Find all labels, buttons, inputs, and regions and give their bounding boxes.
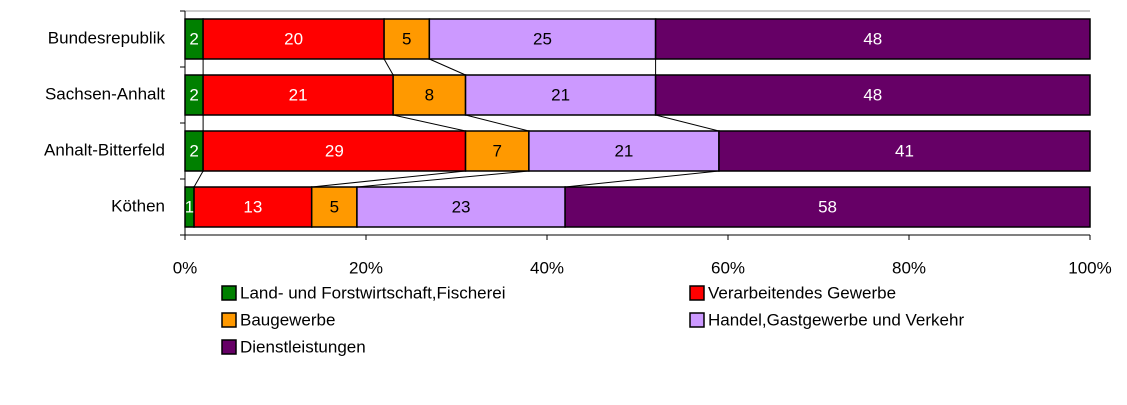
data-label: 48 xyxy=(863,29,882,48)
data-label: 2 xyxy=(189,141,198,160)
data-label: 21 xyxy=(614,141,633,160)
legend-swatch xyxy=(221,339,237,355)
y-tick-label: Sachsen-Anhalt xyxy=(45,84,165,103)
y-tick-label: Köthen xyxy=(111,196,165,215)
legend-swatch xyxy=(221,312,237,328)
legend-swatch xyxy=(689,312,705,328)
data-label: 25 xyxy=(533,29,552,48)
data-label: 41 xyxy=(895,141,914,160)
data-label: 2 xyxy=(189,85,198,104)
bar-segment xyxy=(202,130,467,172)
y-tick-label: Bundesrepublik xyxy=(48,28,166,47)
legend-label: Land- und Forstwirtschaft,Fischerei xyxy=(240,283,506,302)
bar-segment xyxy=(464,130,530,172)
data-label: 2 xyxy=(189,29,198,48)
data-label: 58 xyxy=(818,197,837,216)
data-label: 8 xyxy=(425,85,434,104)
x-tick-label: 40% xyxy=(530,258,564,277)
bar-segment xyxy=(356,186,566,228)
bar-segment xyxy=(718,130,1091,172)
series-line xyxy=(655,114,720,132)
x-tick-label: 80% xyxy=(892,258,926,277)
series-line xyxy=(465,114,530,132)
data-label: 5 xyxy=(330,197,339,216)
data-label: 5 xyxy=(402,29,411,48)
data-label: 1 xyxy=(185,197,194,216)
data-label: 13 xyxy=(243,197,262,216)
legend-label: Verarbeitendes Gewerbe xyxy=(708,283,896,302)
x-tick-label: 20% xyxy=(349,258,383,277)
legend-swatch xyxy=(221,285,237,301)
bar-segment xyxy=(564,186,1091,228)
legend-label: Handel,Gastgewerbe und Verkehr xyxy=(708,310,964,329)
bar-segment xyxy=(193,186,313,228)
series-line xyxy=(193,170,204,188)
legend-swatch xyxy=(689,285,705,301)
series-line xyxy=(383,58,394,76)
series-line xyxy=(356,170,529,188)
bar-segment xyxy=(654,18,1091,60)
series-line xyxy=(429,58,466,76)
series-line xyxy=(311,170,466,188)
bar-segment xyxy=(383,18,431,60)
data-label: 23 xyxy=(452,197,471,216)
bar-segment xyxy=(202,18,385,60)
legend-label: Baugewerbe xyxy=(240,310,335,329)
bar-segment xyxy=(392,74,467,116)
data-label: 29 xyxy=(325,141,344,160)
data-label: 20 xyxy=(284,29,303,48)
bar-segment xyxy=(654,74,1091,116)
bar-segment xyxy=(428,18,657,60)
data-label: 48 xyxy=(863,85,882,104)
data-label: 21 xyxy=(551,85,570,104)
x-tick-label: 0% xyxy=(173,258,198,277)
x-tick-label: 60% xyxy=(711,258,745,277)
bar-segment xyxy=(528,130,720,172)
bar-segment xyxy=(310,186,358,228)
legend-label: Dienstleistungen xyxy=(240,337,366,356)
data-label: 7 xyxy=(492,141,501,160)
series-line xyxy=(393,114,466,132)
series-line xyxy=(565,170,720,188)
data-label: 21 xyxy=(289,85,308,104)
bar-segment xyxy=(202,74,394,116)
y-tick-label: Anhalt-Bitterfeld xyxy=(44,140,165,159)
x-tick-label: 100% xyxy=(1068,258,1111,277)
